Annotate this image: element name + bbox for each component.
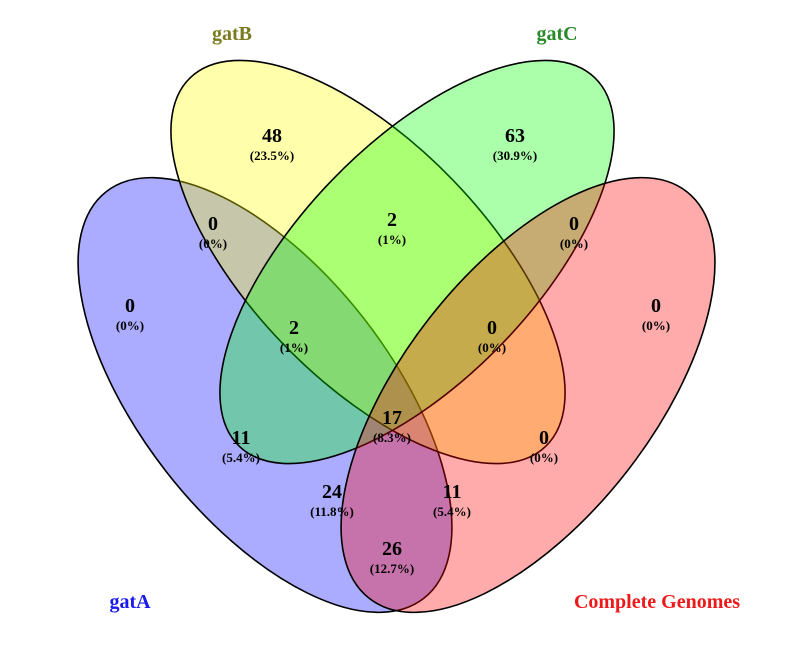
region-count: 0 <box>569 213 579 235</box>
region-cd: 0(0%) <box>560 213 588 251</box>
region-percent: (0%) <box>199 236 227 251</box>
region-abcd: 17(8.3%) <box>373 407 411 445</box>
set-label-gata: gatA <box>109 591 151 613</box>
region-count: 0 <box>487 317 497 339</box>
set-label-gatb: gatB <box>212 23 252 45</box>
region-percent: (5.4%) <box>222 450 260 465</box>
region-percent: (30.9%) <box>493 148 537 163</box>
region-count: 48 <box>262 125 282 147</box>
region-ac: 11(5.4%) <box>222 427 260 465</box>
region-count: 2 <box>289 317 299 339</box>
set-ellipse-complete-genomes <box>340 176 716 614</box>
region-ab: 0(0%) <box>199 213 227 251</box>
set-labels: gatA gatB gatC Complete Genomes <box>109 23 740 613</box>
region-count: 26 <box>382 538 402 560</box>
region-percent: (1%) <box>378 232 406 247</box>
region-bcd: 0(0%) <box>478 317 506 355</box>
region-count: 2 <box>387 209 397 231</box>
region-percent: (8.3%) <box>373 430 411 445</box>
region-percent: (12.7%) <box>370 561 414 576</box>
region-percent: (5.4%) <box>433 504 471 519</box>
region-count: 0 <box>125 295 135 317</box>
region-percent: (0%) <box>530 450 558 465</box>
region-a: 0(0%) <box>116 295 144 333</box>
region-percent: (1%) <box>280 340 308 355</box>
set-label-gatc: gatC <box>536 23 577 45</box>
set-ellipses <box>77 59 716 614</box>
region-percent: (11.8%) <box>310 504 354 519</box>
region-c: 63(30.9%) <box>493 125 537 163</box>
region-percent: (0%) <box>560 236 588 251</box>
region-bc: 2(1%) <box>378 209 406 247</box>
region-ad: 26(12.7%) <box>370 538 414 576</box>
region-abc: 2(1%) <box>280 317 308 355</box>
region-labels: 0(0%)48(23.5%)63(30.9%)0(0%)0(0%)2(1%)0(… <box>116 125 670 576</box>
region-count: 11 <box>443 481 462 503</box>
set-ellipse-gata <box>77 176 453 614</box>
region-count: 0 <box>539 427 549 449</box>
set-ellipse-gatb <box>170 59 566 465</box>
region-count: 63 <box>505 125 525 147</box>
region-percent: (0%) <box>116 318 144 333</box>
region-percent: (0%) <box>642 318 670 333</box>
region-b: 48(23.5%) <box>250 125 294 163</box>
region-acd: 24(11.8%) <box>310 481 354 519</box>
region-abd: 11(5.4%) <box>433 481 471 519</box>
region-percent: (0%) <box>478 340 506 355</box>
region-count: 0 <box>208 213 218 235</box>
region-count: 11 <box>232 427 251 449</box>
region-bd: 0(0%) <box>530 427 558 465</box>
region-count: 24 <box>322 481 342 503</box>
region-count: 17 <box>382 407 402 429</box>
region-percent: (23.5%) <box>250 148 294 163</box>
set-label-complete-genomes: Complete Genomes <box>574 591 740 613</box>
region-d: 0(0%) <box>642 295 670 333</box>
set-ellipse-gatc <box>219 59 615 465</box>
region-count: 0 <box>651 295 661 317</box>
